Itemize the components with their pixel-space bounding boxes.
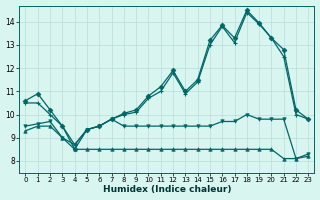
X-axis label: Humidex (Indice chaleur): Humidex (Indice chaleur) — [103, 185, 231, 194]
